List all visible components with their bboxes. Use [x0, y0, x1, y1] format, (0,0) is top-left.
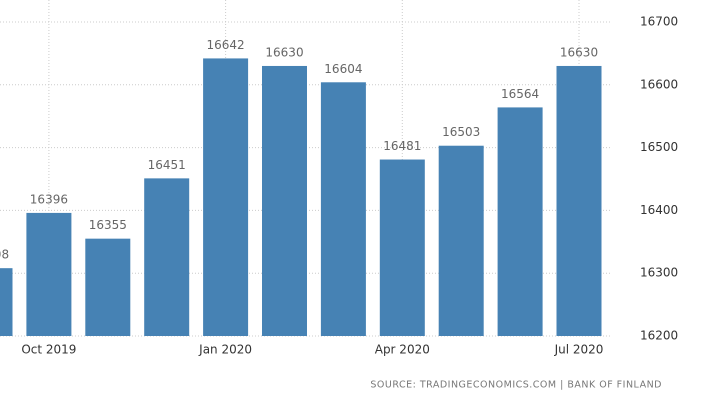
bar — [262, 65, 307, 337]
bar — [0, 268, 13, 336]
bar — [497, 107, 543, 337]
x-tick-label: Apr 2020 — [375, 343, 430, 357]
bar — [438, 145, 484, 336]
value-label: 16396 — [30, 192, 68, 206]
value-label: 16481 — [383, 139, 421, 153]
y-tick-label: 16200 — [640, 329, 678, 343]
bar — [556, 65, 602, 337]
bar — [144, 178, 190, 336]
y-tick-label: 16600 — [640, 77, 678, 91]
x-tick-label: Oct 2019 — [21, 343, 76, 357]
value-label: 16564 — [501, 87, 539, 101]
value-label: 16630 — [560, 45, 598, 59]
bar — [379, 159, 425, 336]
value-label: 16642 — [207, 38, 245, 52]
value-label: 16604 — [324, 62, 362, 76]
value-label: 16630 — [265, 45, 303, 59]
source-note: SOURCE: TRADINGECONOMICS.COM | BANK OF F… — [370, 380, 662, 391]
y-tick-label: 16400 — [640, 203, 678, 217]
value-label: 16451 — [148, 158, 186, 172]
x-tick-label: Jan 2020 — [198, 343, 252, 357]
bar — [320, 82, 366, 337]
y-tick-label: 16500 — [640, 140, 678, 154]
value-label: 16355 — [89, 218, 127, 232]
y-tick-label: 16300 — [640, 266, 678, 280]
bar — [85, 238, 131, 336]
y-tick-label: 16700 — [640, 15, 678, 29]
bar — [26, 212, 72, 336]
x-tick-label: Jul 2020 — [554, 343, 604, 357]
value-label: 16503 — [442, 125, 480, 139]
value-label: 16308 — [0, 248, 9, 262]
bar — [203, 58, 249, 336]
